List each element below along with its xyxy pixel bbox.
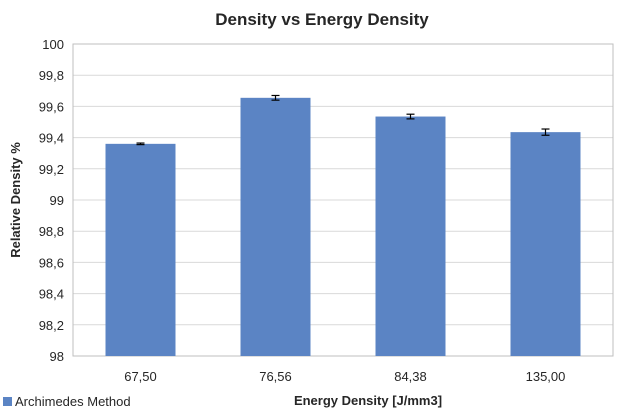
error-bar	[271, 94, 280, 101]
y-tick-label: 98,6	[39, 255, 64, 270]
y-tick-label: 98,4	[39, 287, 64, 302]
error-bar	[541, 128, 550, 136]
y-tick-label: 98,2	[39, 318, 64, 333]
chart-title: Density vs Energy Density	[215, 10, 429, 29]
error-bars	[136, 94, 550, 146]
legend-swatch	[3, 397, 12, 406]
bars	[105, 97, 581, 356]
error-bar	[136, 142, 145, 146]
y-axis-title: Relative Density %	[8, 142, 23, 258]
y-tick-label: 100	[42, 37, 64, 52]
legend-label: Archimedes Method	[15, 394, 131, 409]
y-tick-label: 99	[50, 193, 64, 208]
y-tick-label: 99,6	[39, 99, 64, 114]
y-tick-label: 99,2	[39, 162, 64, 177]
x-axis-title: Energy Density [J/mm3]	[294, 393, 442, 408]
x-tick-label: 135,00	[526, 369, 566, 384]
bar	[240, 97, 311, 356]
plot-frame	[72, 43, 614, 357]
x-tick-label: 67,50	[124, 369, 157, 384]
x-tick-labels: 67,50 76,56 84,38 135,00	[124, 369, 565, 384]
x-tick-label: 84,38	[394, 369, 427, 384]
y-tick-label: 98	[50, 349, 64, 364]
y-tick-label: 99,8	[39, 68, 64, 83]
bar	[510, 132, 581, 356]
x-tick-label: 76,56	[259, 369, 292, 384]
bar	[375, 116, 446, 356]
y-tick-label: 99,4	[39, 131, 64, 146]
y-tick-label: 98,8	[39, 224, 64, 239]
error-bar	[406, 113, 415, 120]
y-tick-labels: 98 98,2 98,4 98,6 98,8 99 99,2 99,4 99,6 99,8 100	[39, 37, 64, 364]
bar	[105, 143, 176, 356]
legend: Archimedes Method	[3, 394, 131, 409]
